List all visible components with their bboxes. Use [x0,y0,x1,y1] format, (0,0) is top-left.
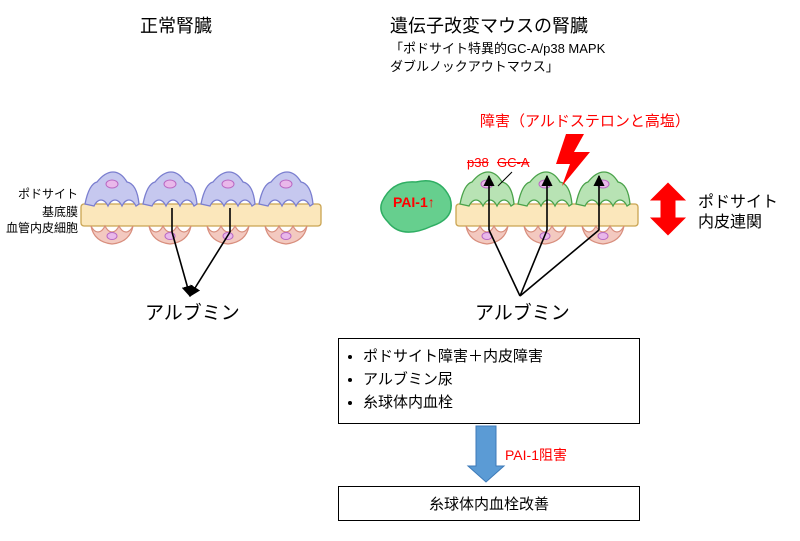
label-pai1: PAI-1↑ [393,194,435,210]
title-left: 正常腎臓 [140,12,212,38]
finding-3: 糸球体内血栓 [363,391,633,412]
label-endothelium: 血管内皮細胞 [0,220,78,236]
label-inhibit: PAI-1阻害 [505,445,567,465]
subtitle-2: ダブルノックアウトマウス」 [390,58,559,76]
diagram-canvas [0,0,800,541]
label-ko-gca: GC-A [497,155,530,170]
subtitle-1: 「ポドサイト特異的GC-A/p38 MAPK [390,40,605,58]
findings-box: ポドサイト障害＋内皮障害 アルブミン尿 糸球体内血栓 [338,338,640,424]
label-albumin-right: アルブミン [475,298,570,325]
label-damage: 障害（アルドステロンと高塩） [480,110,690,131]
finding-2: アルブミン尿 [363,368,633,389]
finding-1: ポドサイト障害＋内皮障害 [363,345,633,366]
label-podocyte: ポドサイト [0,186,78,202]
label-albumin-left: アルブミン [145,298,240,325]
label-crosstalk-2: 内皮連関 [698,208,762,232]
label-basement: 基底膜 [0,204,78,220]
label-ko-p38: p38 [467,155,489,170]
result-box: 糸球体内血栓改善 [338,486,640,521]
title-right: 遺伝子改変マウスの腎臓 [390,12,588,38]
